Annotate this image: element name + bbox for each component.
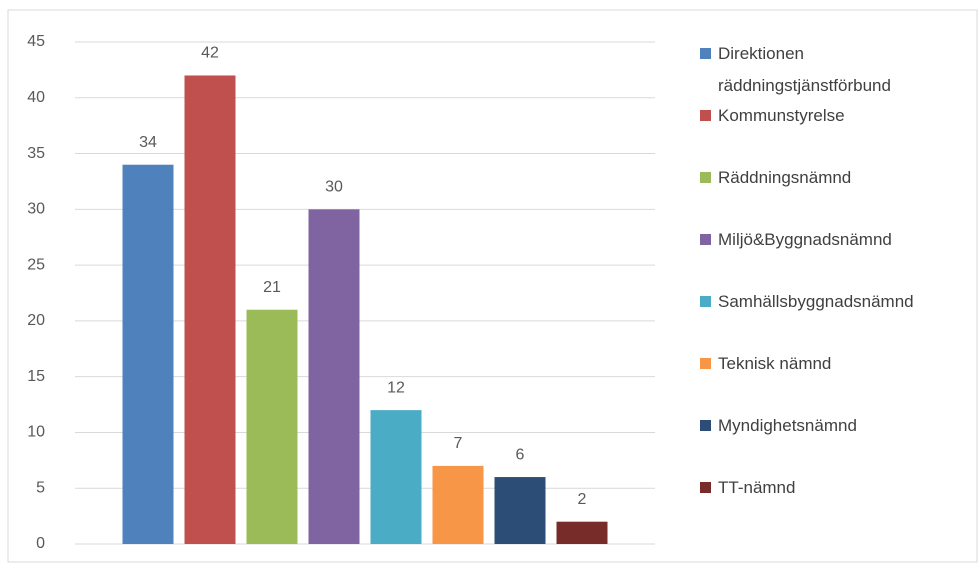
- y-tick-label: 40: [27, 89, 45, 106]
- y-tick-label: 35: [27, 145, 45, 162]
- data-label: 21: [263, 279, 281, 296]
- y-tick-label: 25: [27, 256, 45, 273]
- legend-label: Samhällsbyggnadsnämnd: [718, 292, 914, 311]
- data-label: 34: [139, 134, 157, 151]
- legend-swatch: [700, 172, 711, 183]
- y-tick-label: 5: [36, 479, 45, 496]
- y-tick-label: 10: [27, 424, 45, 441]
- data-label: 12: [387, 379, 405, 396]
- y-tick-label: 20: [27, 312, 45, 329]
- data-label: 30: [325, 179, 343, 196]
- bar: [246, 309, 298, 544]
- legend-label: Räddningsnämnd: [718, 168, 852, 187]
- legend-label: Teknisk nämnd: [718, 354, 832, 373]
- legend-label: Miljö&Byggnadsnämnd: [718, 230, 892, 249]
- legend-label: Direktionen räddningstjänstförbund: [718, 44, 891, 95]
- data-label: 42: [201, 45, 219, 62]
- legend-item: TT-nämnd: [700, 472, 962, 504]
- legend-swatch: [700, 296, 711, 307]
- bar: [370, 410, 422, 544]
- y-tick-label: 30: [27, 201, 45, 218]
- legend-swatch: [700, 420, 711, 431]
- legend-item: Samhällsbyggnadsnämnd: [700, 286, 962, 318]
- legend-swatch: [700, 358, 711, 369]
- y-tick-label: 45: [27, 33, 45, 50]
- legend-label: Kommunstyrelse: [718, 106, 845, 125]
- y-tick-label: 0: [36, 535, 45, 552]
- legend-label: TT-nämnd: [718, 478, 796, 497]
- legend-item: Kommunstyrelse: [700, 100, 962, 132]
- legend-swatch: [700, 482, 711, 493]
- legend-swatch: [700, 48, 711, 59]
- data-label: 2: [578, 491, 587, 508]
- legend-item: Myndighetsnämnd: [700, 410, 962, 442]
- legend-label: Myndighetsnämnd: [718, 416, 857, 435]
- chart-frame: [7, 9, 978, 563]
- data-label: 7: [454, 435, 463, 452]
- bar: [432, 465, 484, 544]
- legend-swatch: [700, 110, 711, 121]
- legend-item: Teknisk nämnd: [700, 348, 962, 380]
- data-label: 6: [516, 446, 525, 463]
- legend-swatch: [700, 234, 711, 245]
- bar: [184, 75, 236, 544]
- y-tick-label: 15: [27, 368, 45, 385]
- bar: [122, 164, 174, 544]
- bar: [308, 209, 360, 545]
- bar: [494, 477, 546, 544]
- legend-item: Räddningsnämnd: [700, 162, 962, 194]
- legend-item: Miljö&Byggnadsnämnd: [700, 224, 962, 256]
- bar: [556, 521, 608, 544]
- legend-item: Direktionen räddningstjänstförbund: [700, 38, 962, 102]
